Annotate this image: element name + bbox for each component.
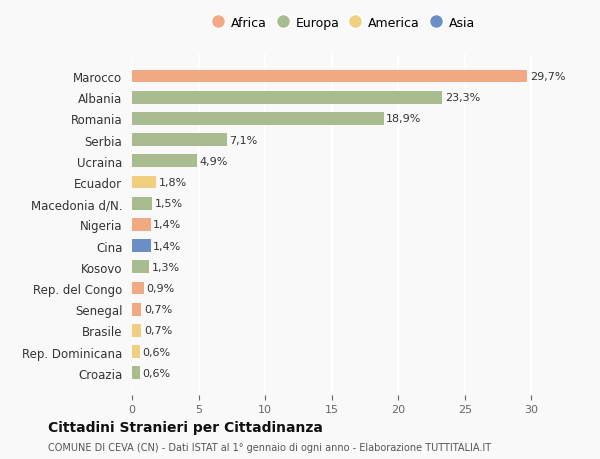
- Bar: [132, 134, 227, 147]
- Text: 4,9%: 4,9%: [200, 157, 228, 167]
- Bar: [132, 367, 140, 379]
- Text: 0,6%: 0,6%: [143, 368, 171, 378]
- Text: 0,9%: 0,9%: [146, 283, 175, 293]
- Bar: [132, 71, 527, 83]
- Bar: [132, 155, 197, 168]
- Text: 1,4%: 1,4%: [154, 220, 182, 230]
- Bar: [132, 218, 151, 231]
- Text: 0,6%: 0,6%: [143, 347, 171, 357]
- Text: Cittadini Stranieri per Cittadinanza: Cittadini Stranieri per Cittadinanza: [48, 420, 323, 435]
- Bar: [132, 325, 142, 337]
- Text: 23,3%: 23,3%: [445, 93, 480, 103]
- Text: 1,5%: 1,5%: [155, 199, 183, 209]
- Bar: [132, 303, 142, 316]
- Bar: [132, 346, 140, 358]
- Bar: [132, 92, 442, 104]
- Text: 0,7%: 0,7%: [144, 304, 172, 314]
- Bar: [132, 240, 151, 252]
- Bar: [132, 261, 149, 274]
- Bar: [132, 197, 152, 210]
- Bar: [132, 113, 383, 125]
- Bar: [132, 176, 156, 189]
- Text: 18,9%: 18,9%: [386, 114, 422, 124]
- Text: 1,8%: 1,8%: [158, 178, 187, 188]
- Text: 1,4%: 1,4%: [154, 241, 182, 251]
- Legend: Africa, Europa, America, Asia: Africa, Europa, America, Asia: [215, 17, 475, 30]
- Text: COMUNE DI CEVA (CN) - Dati ISTAT al 1° gennaio di ogni anno - Elaborazione TUTTI: COMUNE DI CEVA (CN) - Dati ISTAT al 1° g…: [48, 442, 491, 452]
- Text: 29,7%: 29,7%: [530, 72, 566, 82]
- Text: 0,7%: 0,7%: [144, 326, 172, 336]
- Text: 1,3%: 1,3%: [152, 262, 180, 272]
- Text: 7,1%: 7,1%: [229, 135, 257, 146]
- Bar: [132, 282, 144, 295]
